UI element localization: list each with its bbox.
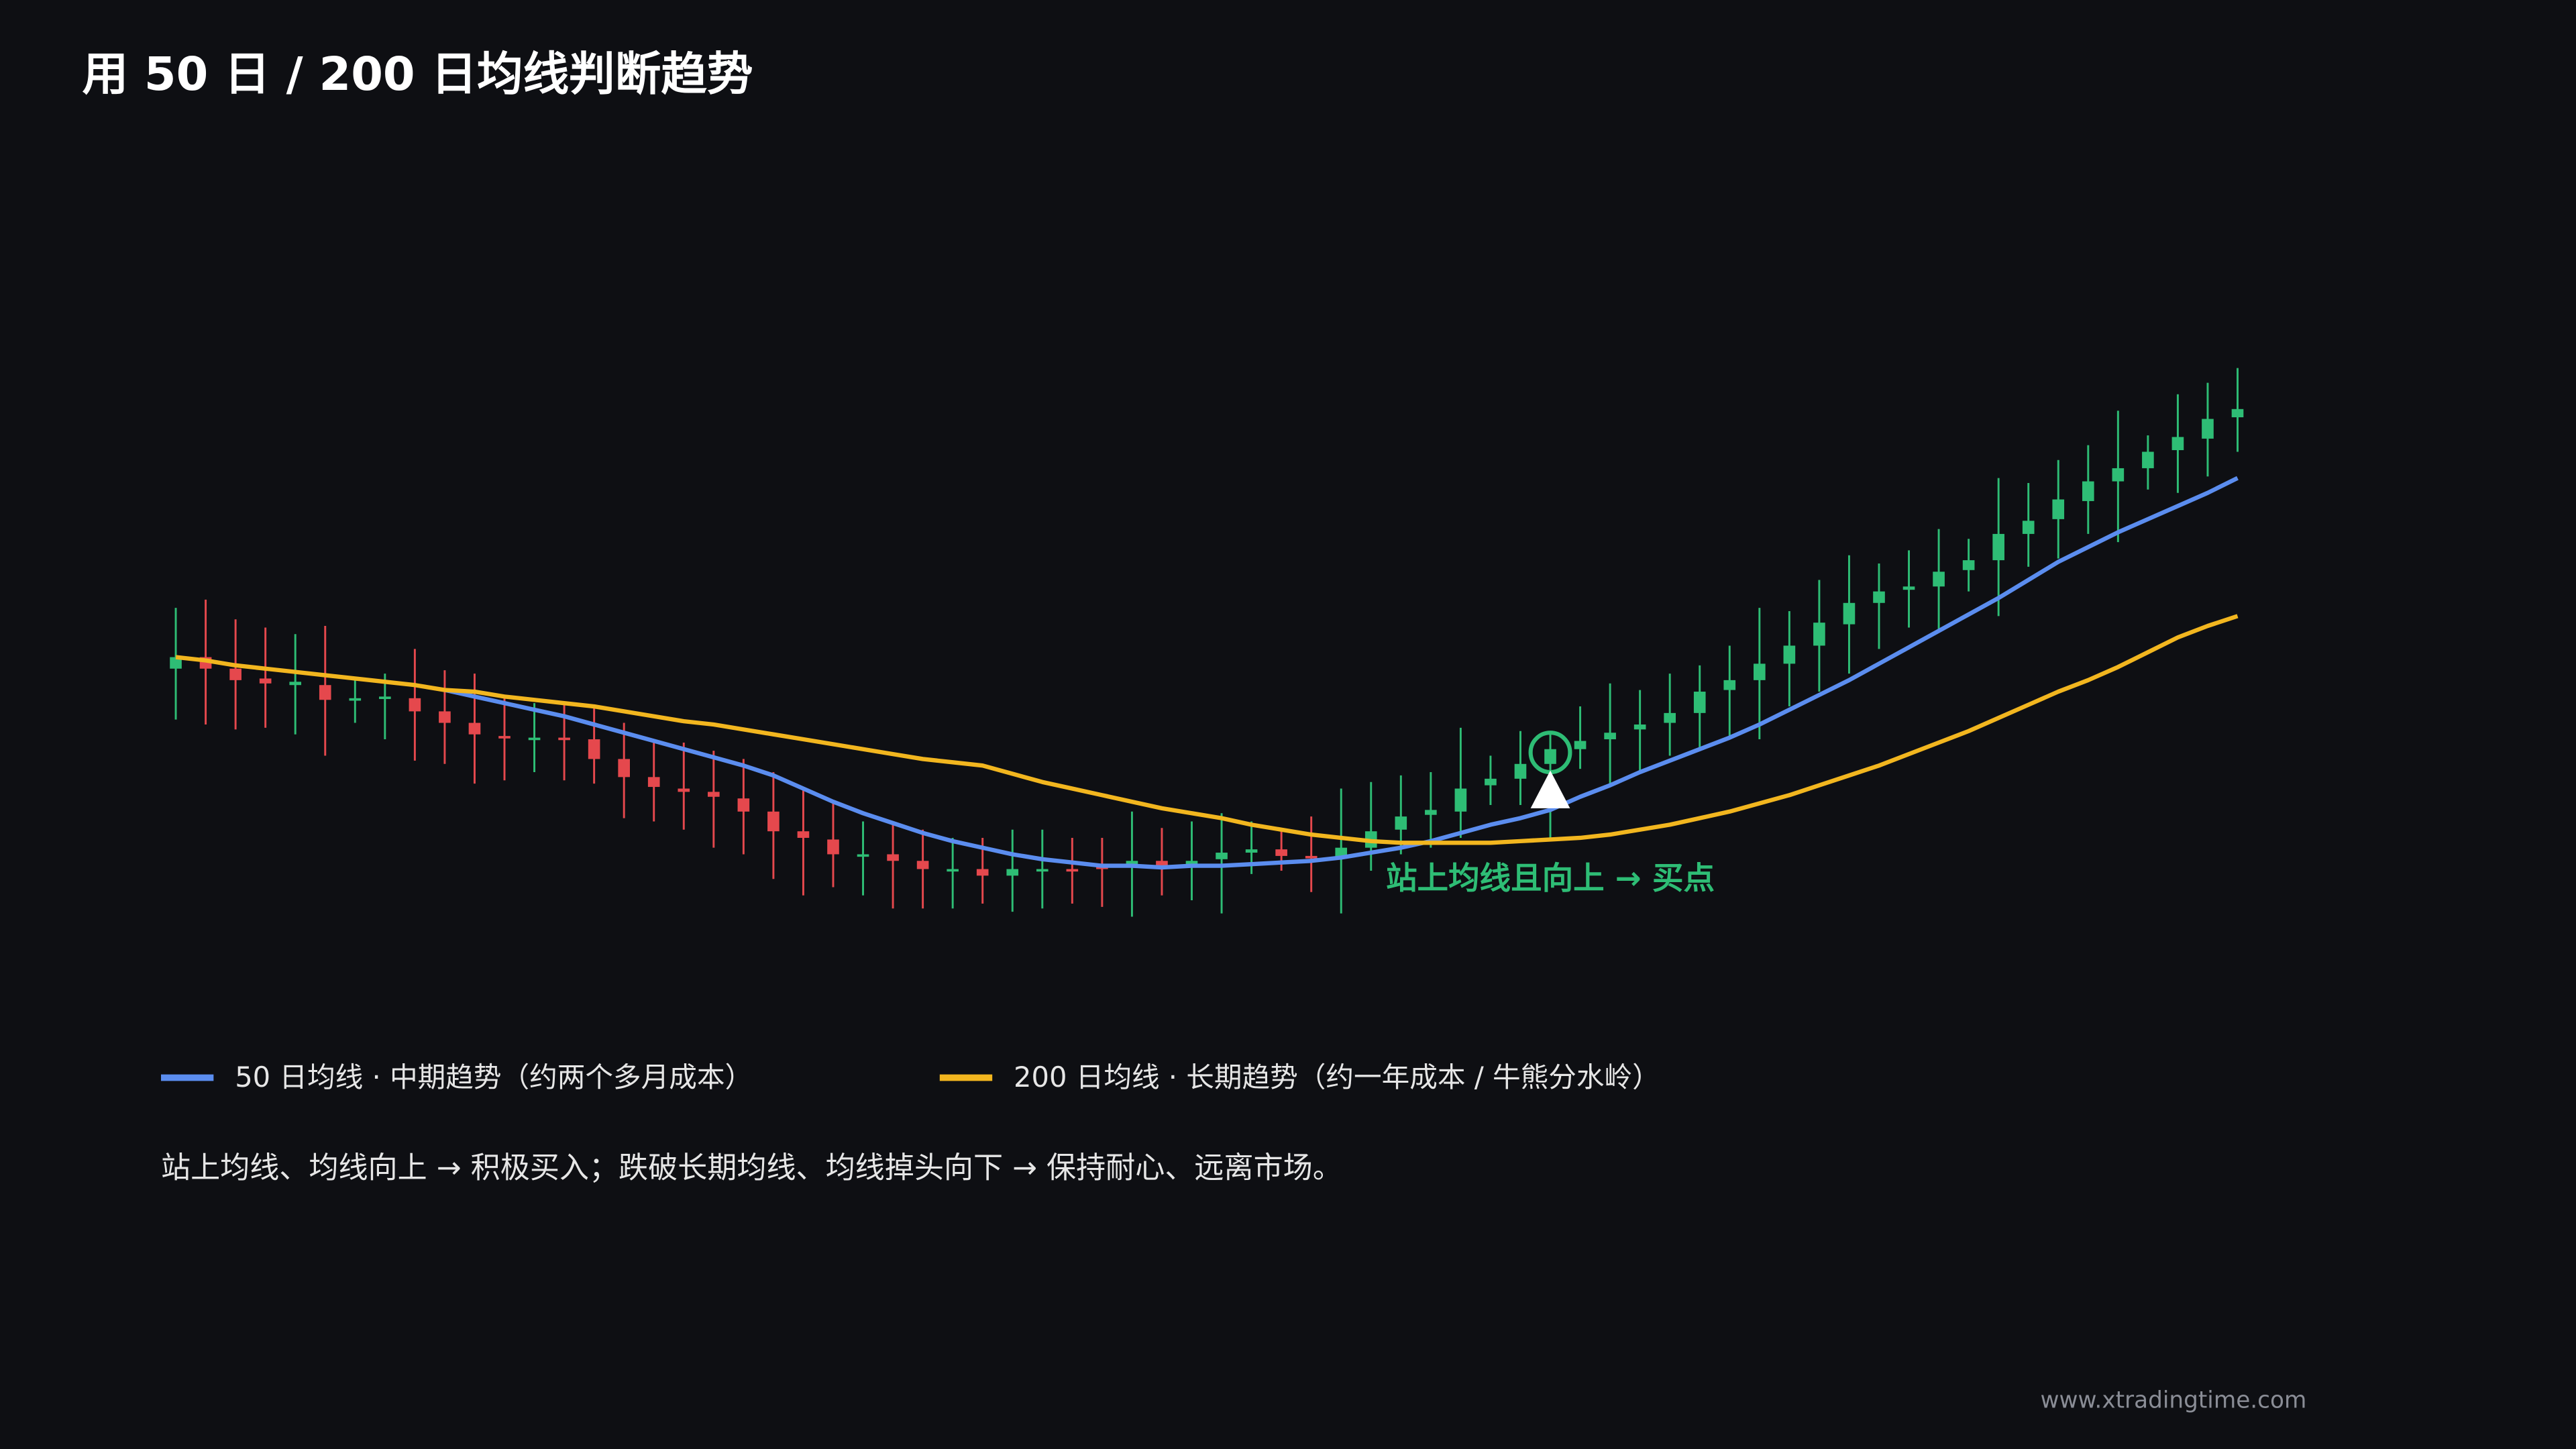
candle-body bbox=[2112, 468, 2125, 482]
chart-title: 用 50 日 / 200 日均线判断趋势 bbox=[82, 48, 753, 101]
candle-body bbox=[1813, 623, 1825, 646]
candle-body bbox=[1962, 560, 1975, 570]
candle-body bbox=[1574, 741, 1587, 749]
candle-body bbox=[558, 737, 570, 741]
candle-body bbox=[2171, 437, 2184, 451]
candle-body bbox=[439, 711, 451, 723]
candle-body bbox=[2082, 481, 2094, 501]
candle-body bbox=[1604, 733, 1616, 740]
candle-body bbox=[976, 869, 989, 876]
candle-body bbox=[767, 811, 780, 832]
candle-body bbox=[1633, 724, 1646, 730]
candle-body bbox=[1305, 855, 1318, 859]
candle-body bbox=[1664, 712, 1676, 723]
candle-body bbox=[857, 854, 869, 857]
annotation-label: 站上均线且向上 → 买点 bbox=[1386, 860, 1715, 896]
candle-body bbox=[2022, 521, 2035, 534]
candle-body bbox=[498, 736, 511, 739]
candle-body bbox=[528, 737, 541, 741]
candle-body bbox=[1156, 861, 1168, 868]
candle-body bbox=[1754, 663, 1766, 680]
candle-body bbox=[797, 831, 810, 838]
candle-body bbox=[1395, 816, 1407, 830]
candle-body bbox=[1485, 778, 1497, 786]
candle-body bbox=[170, 657, 182, 669]
candle-body bbox=[1843, 602, 1856, 625]
candle-body bbox=[1066, 869, 1079, 872]
candle-body bbox=[1514, 763, 1527, 779]
legend-label: 50 日均线 · 中期趋势（约两个多月成本） bbox=[235, 1061, 753, 1093]
candle-body bbox=[349, 698, 362, 701]
candle-body bbox=[916, 861, 929, 869]
candle-body bbox=[737, 798, 750, 812]
candle-body bbox=[1933, 572, 1945, 587]
candle-body bbox=[1275, 849, 1287, 856]
candle-body bbox=[1693, 692, 1706, 713]
candle-body bbox=[229, 668, 241, 680]
candle-body bbox=[409, 698, 421, 712]
candle-body bbox=[1185, 861, 1198, 866]
candle-body bbox=[1544, 749, 1556, 764]
candle-body bbox=[947, 869, 959, 872]
candle-body bbox=[1783, 645, 1796, 664]
candle-body bbox=[1036, 869, 1049, 872]
candle-body bbox=[647, 777, 660, 788]
candle-body bbox=[707, 792, 720, 797]
candle-body bbox=[887, 854, 899, 861]
moving-average-line bbox=[444, 476, 2239, 870]
source: www.xtradingtime.com bbox=[2041, 1387, 2307, 1413]
candle-body bbox=[289, 682, 302, 686]
candle-body bbox=[2052, 499, 2065, 519]
candle-body bbox=[319, 685, 331, 700]
candle-body bbox=[1723, 680, 1736, 690]
candle-body bbox=[2202, 419, 2214, 439]
arrow bbox=[1530, 770, 1570, 808]
candle-body bbox=[678, 788, 690, 792]
candle-body bbox=[2231, 409, 2244, 418]
candle-body bbox=[1454, 788, 1467, 812]
candle-body bbox=[259, 678, 272, 684]
candle-body bbox=[1006, 869, 1019, 876]
moving-average-line bbox=[175, 614, 2239, 845]
candle-body bbox=[618, 759, 631, 777]
candle-body bbox=[1245, 849, 1258, 853]
candle-body bbox=[1873, 591, 1885, 603]
candle-body bbox=[1126, 861, 1138, 866]
candle-body bbox=[1992, 533, 2004, 561]
candle-body bbox=[827, 839, 839, 855]
candle-body bbox=[379, 696, 391, 700]
candle-body bbox=[1425, 810, 1437, 815]
candle-body bbox=[468, 722, 481, 735]
candle-body bbox=[1216, 853, 1228, 859]
candle-body bbox=[588, 739, 600, 759]
legend-label: 200 日均线 · 长期趋势（约一年成本 / 牛熊分水岭） bbox=[1014, 1061, 1660, 1093]
note: 站上均线、均线向上 → 积极买入；跌破长期均线、均线掉头向下 → 保持耐心、远离… bbox=[161, 1151, 1342, 1185]
candle-body bbox=[2142, 451, 2154, 468]
candle-body bbox=[1902, 586, 1915, 590]
